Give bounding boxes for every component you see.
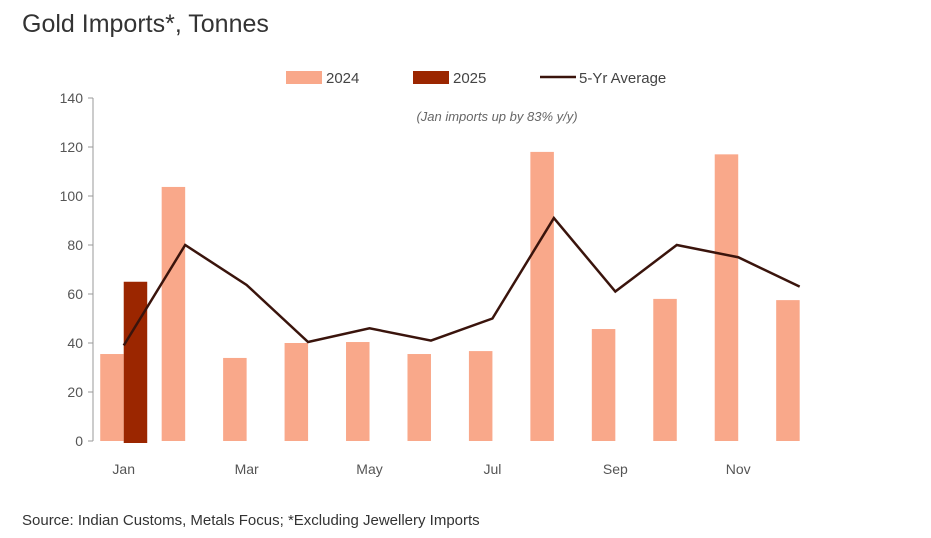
legend-label-2025: 2025 (453, 70, 486, 87)
y-tick-label: 60 (67, 286, 83, 302)
y-tick-label: 0 (75, 433, 83, 449)
chart-title: Gold Imports*, Tonnes (22, 10, 269, 38)
bar-2024-jan (100, 354, 124, 441)
source-note: Source: Indian Customs, Metals Focus; *E… (22, 512, 480, 529)
bar-2024-may (346, 342, 370, 441)
bar-2024-sep (591, 329, 616, 441)
bar-2025-jan (123, 281, 148, 443)
x-tick-label: Mar (235, 461, 259, 477)
legend-label-2024: 2024 (326, 70, 359, 87)
legend-swatch-2025 (413, 71, 449, 84)
bar-2024-oct (653, 298, 677, 441)
bar-2024-dec (776, 300, 800, 441)
bar-2024-feb (161, 186, 186, 441)
y-tick-label: 40 (67, 335, 83, 351)
y-tick-label: 80 (67, 237, 83, 253)
legend-label-5yr-average: 5-Yr Average (579, 70, 666, 87)
y-tick-label: 140 (60, 90, 84, 106)
bar-2024-nov (714, 154, 739, 441)
y-tick-label: 20 (67, 384, 83, 400)
bar-2024-jul (468, 351, 493, 441)
x-tick-label: Sep (603, 461, 628, 477)
bar-2024-apr (284, 343, 309, 441)
x-tick-label: Jul (483, 461, 501, 477)
legend-swatch-2024 (286, 71, 322, 84)
x-tick-label: Jan (112, 461, 135, 477)
line-5yr-average (122, 215, 801, 347)
x-tick-label: Nov (726, 461, 751, 477)
bar-2024-aug (530, 151, 554, 441)
y-tick-label: 100 (60, 188, 84, 204)
x-tick-label: May (356, 461, 382, 477)
bar-2024-jun (407, 354, 431, 441)
bar-2024-mar (223, 357, 247, 441)
annotation: (Jan imports up by 83% y/y) (416, 109, 577, 124)
y-tick-label: 120 (60, 139, 84, 155)
